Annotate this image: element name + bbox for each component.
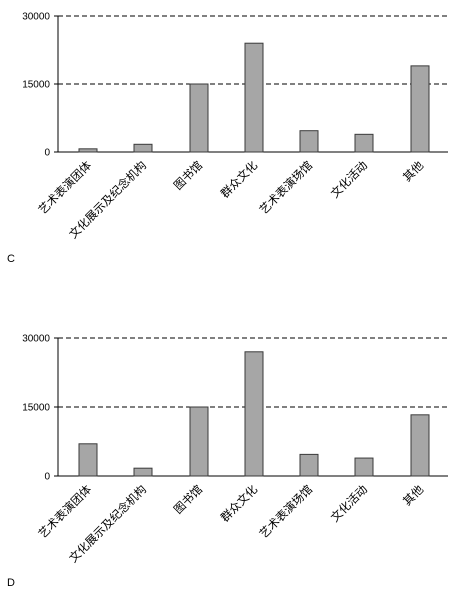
x-tick-label: 其他 — [400, 158, 427, 185]
bar-6 — [354, 133, 374, 153]
y-tick-label: 30000 — [22, 334, 50, 345]
x-tick-label: 图书馆 — [171, 158, 205, 192]
bar-3 — [189, 406, 209, 477]
y-tick-label: 15000 — [22, 403, 50, 414]
y-tick-label: 30000 — [22, 12, 50, 23]
bar-6 — [354, 457, 374, 477]
x-tick-label: 艺术表演场馆 — [256, 158, 315, 217]
panel-label: D — [7, 577, 15, 589]
bar-5 — [299, 130, 319, 153]
bar-7 — [410, 414, 430, 477]
bar-3 — [189, 83, 209, 153]
bar-1 — [78, 148, 98, 153]
x-tick-label: 艺术表演团体 — [35, 482, 94, 541]
bar-5 — [299, 453, 319, 477]
x-tick-label: 其他 — [400, 482, 427, 509]
x-tick-label: 艺术表演团体 — [35, 158, 94, 217]
bar-2 — [133, 467, 153, 477]
y-tick-label: 0 — [44, 472, 50, 483]
x-tick-label: 文化活动 — [328, 482, 370, 524]
bar-1 — [78, 443, 98, 477]
x-tick-label: 文化活动 — [328, 158, 370, 200]
bar-4 — [244, 351, 264, 477]
x-tick-label: 群众文化 — [218, 482, 261, 525]
chart-panel-c: 01500030000艺术表演团体文化展示及纪念机构 图书馆 群众文化艺术表演场馆文… — [7, 12, 448, 265]
bar-4 — [244, 42, 264, 153]
chart-panel-d: 01500030000艺术表演团体文化展示及纪念机构 图书馆 群众文化艺术表演场馆文… — [7, 334, 448, 589]
x-tick-label: 艺术表演场馆 — [256, 482, 315, 541]
x-tick-label: 图书馆 — [171, 482, 205, 516]
y-tick-label: 15000 — [22, 80, 50, 91]
bar-7 — [410, 65, 430, 153]
bar-2 — [133, 143, 153, 153]
panel-label: C — [7, 253, 15, 265]
x-tick-label: 群众文化 — [218, 158, 261, 201]
y-tick-label: 0 — [44, 148, 50, 159]
